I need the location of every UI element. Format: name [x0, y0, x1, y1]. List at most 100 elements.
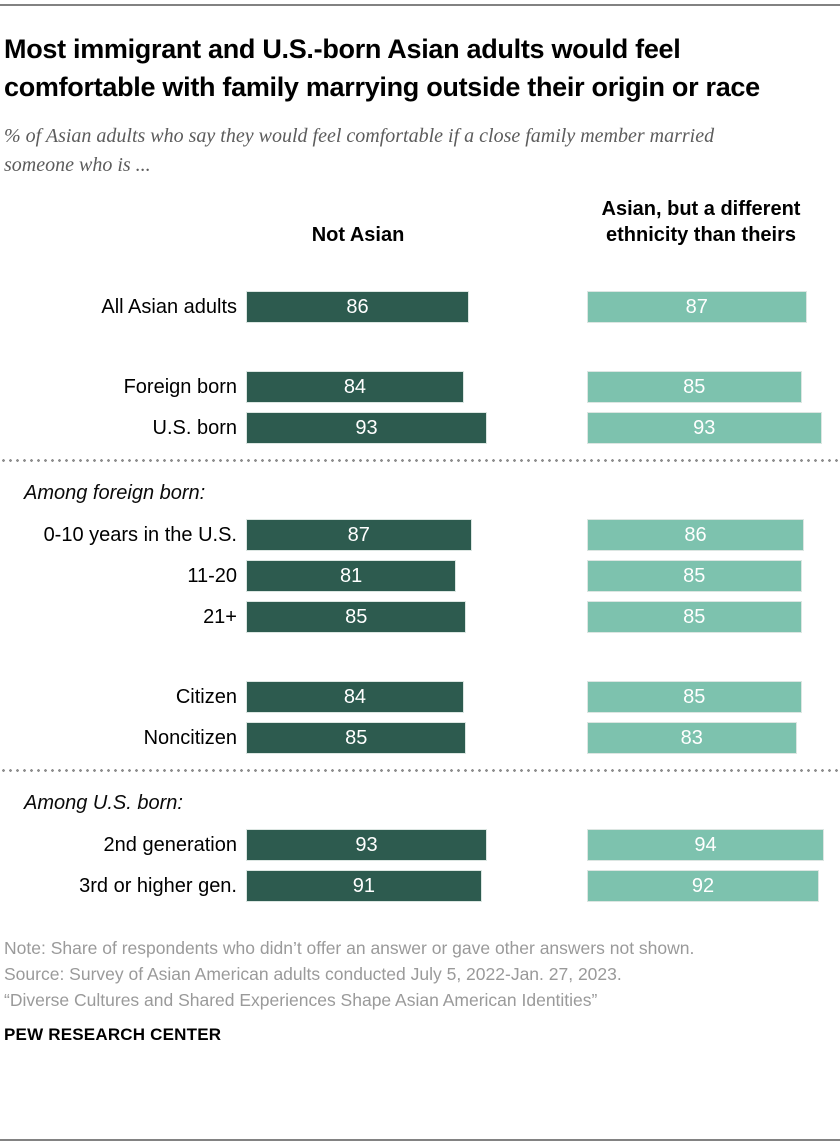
bar-not-asian: 85: [247, 602, 466, 632]
top-divider: [0, 4, 840, 6]
bar-track-different-ethnicity: 93: [588, 413, 838, 443]
column-headers: Not Asian Asian, but a different ethnici…: [0, 196, 840, 248]
bar-value-label: 92: [691, 875, 715, 897]
chart-row: 21+ 85 85: [4, 602, 840, 632]
row-label: Citizen: [175, 686, 237, 708]
dotted-divider: [0, 459, 840, 462]
bar-not-asian: 84: [247, 682, 463, 712]
bar-different-ethnicity: 83: [588, 723, 796, 753]
bar-value-label: 85: [683, 565, 706, 587]
row-label: 0-10 years in the U.S.: [43, 524, 237, 546]
row-label: Noncitizen: [143, 727, 237, 749]
bar-track-not-asian: 93: [247, 830, 504, 860]
chart-row: Foreign born 84 85: [4, 372, 840, 402]
chart-row: 3rd or higher gen. 91 92: [4, 871, 840, 901]
bar-different-ethnicity: 92: [588, 871, 818, 901]
bar-track-different-ethnicity: 86: [588, 520, 838, 550]
column-header-not-asian: Not Asian: [311, 224, 405, 246]
chart-row: All Asian adults 86 87: [4, 292, 840, 322]
bar-track-not-asian: 81: [247, 561, 504, 591]
row-label: U.S. born: [152, 417, 237, 439]
bar-value-label: 85: [683, 606, 706, 628]
bar-value-label: 93: [355, 417, 378, 439]
row-label: 11-20: [187, 565, 237, 587]
bar-not-asian: 81: [247, 561, 456, 591]
chart-row: Noncitizen 85 83: [4, 723, 840, 753]
chart-subtitle: % of Asian adults who say they would fee…: [4, 125, 715, 176]
bar-value-label: 93: [355, 834, 378, 856]
pew-research-center-wordmark: PEW RESEARCH CENTER: [4, 1025, 222, 1044]
bar-track-not-asian: 85: [247, 723, 504, 753]
bar-value-label: 84: [343, 376, 367, 398]
row-label: All Asian adults: [101, 296, 237, 318]
chart-title: Most immigrant and U.S.-born Asian adult…: [4, 34, 760, 102]
bar-not-asian: 93: [247, 830, 486, 860]
row-label: 3rd or higher gen.: [79, 875, 237, 897]
bar-value-label: 85: [345, 727, 368, 749]
chart-row: U.S. born 93 93: [4, 413, 840, 443]
bar-value-label: 85: [683, 376, 706, 398]
row-gap: [4, 333, 840, 372]
bottom-divider: [0, 1139, 840, 1141]
bar-value-label: 87: [685, 296, 708, 318]
bar-different-ethnicity: 94: [588, 830, 823, 860]
bar-value-label: 94: [694, 834, 717, 856]
chart-row: Citizen 84 85: [4, 682, 840, 712]
chart-row: 2nd generation 93 94: [4, 830, 840, 860]
bar-not-asian: 86: [247, 292, 469, 322]
dotted-divider: [0, 769, 840, 772]
row-label: Foreign born: [123, 376, 237, 398]
chart-row: 11-20 81 85: [4, 561, 840, 591]
section-label: Among foreign born:: [24, 482, 206, 504]
row-label: 2nd generation: [103, 834, 237, 856]
bar-not-asian: 93: [247, 413, 486, 443]
bar-track-not-asian: 93: [247, 413, 504, 443]
bar-value-label: 87: [347, 524, 370, 546]
bar-track-not-asian: 86: [247, 292, 504, 322]
bar-different-ethnicity: 87: [588, 292, 806, 322]
bar-value-label: 84: [343, 686, 367, 708]
bar-track-different-ethnicity: 85: [588, 602, 838, 632]
chart-row: 0-10 years in the U.S. 87 86: [4, 520, 840, 550]
bar-track-different-ethnicity: 85: [588, 561, 838, 591]
bar-track-not-asian: 84: [247, 372, 504, 402]
bar-not-asian: 91: [247, 871, 481, 901]
bar-value-label: 86: [684, 524, 707, 546]
bar-different-ethnicity: 85: [588, 561, 801, 591]
bar-different-ethnicity: 86: [588, 520, 803, 550]
bar-value-label: 91: [352, 875, 376, 897]
bar-value-label: 85: [345, 606, 368, 628]
report-title-line: “Diverse Cultures and Shared Experiences…: [4, 990, 598, 1010]
bar-track-not-asian: 84: [247, 682, 504, 712]
bar-track-not-asian: 87: [247, 520, 504, 550]
bar-value-label: 86: [346, 296, 369, 318]
bar-value-label: 81: [339, 565, 363, 587]
chart-footnotes: Note: Share of respondents who didn’t of…: [0, 935, 840, 1013]
bar-value-label: 93: [693, 417, 716, 439]
bar-track-different-ethnicity: 83: [588, 723, 838, 753]
note-line: Note: Share of respondents who didn’t of…: [4, 938, 695, 958]
chart-rows: All Asian adults 86 87 Foreign born 84 85 U.S.…: [0, 292, 840, 901]
bar-different-ethnicity: 93: [588, 413, 821, 443]
bar-track-different-ethnicity: 87: [588, 292, 838, 322]
row-gap: [4, 643, 840, 682]
bar-not-asian: 85: [247, 723, 466, 753]
bar-track-different-ethnicity: 85: [588, 682, 838, 712]
bar-value-label: 83: [680, 727, 703, 749]
column-header-different-ethnicity: Asian, but a different ethnicity than th…: [601, 198, 801, 246]
bar-different-ethnicity: 85: [588, 602, 801, 632]
bar-track-different-ethnicity: 92: [588, 871, 838, 901]
bar-value-label: 85: [683, 686, 706, 708]
section-label: Among U.S. born:: [24, 792, 183, 814]
bar-not-asian: 87: [247, 520, 471, 550]
bar-not-asian: 84: [247, 372, 463, 402]
source-line: Source: Survey of Asian American adults …: [4, 964, 622, 984]
bar-track-not-asian: 85: [247, 602, 504, 632]
bar-track-different-ethnicity: 85: [588, 372, 838, 402]
bar-track-not-asian: 91: [247, 871, 504, 901]
bar-different-ethnicity: 85: [588, 372, 801, 402]
bar-track-different-ethnicity: 94: [588, 830, 838, 860]
bar-different-ethnicity: 85: [588, 682, 801, 712]
row-label: 21+: [203, 606, 237, 628]
